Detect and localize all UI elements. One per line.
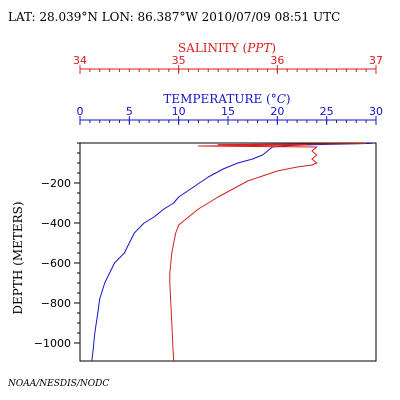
depth-axis-label: DEPTH (METERS): [11, 201, 25, 314]
salinity-tick-label: 35: [172, 54, 186, 67]
salinity-tick-label: 36: [270, 54, 284, 67]
temperature-tick-label: 5: [126, 105, 133, 118]
temperature-tick-label: 20: [270, 105, 284, 118]
temperature-tick-label: 0: [77, 105, 84, 118]
salinity-tick-label: 37: [369, 54, 383, 67]
temperature-tick-label: 30: [369, 105, 383, 118]
temperature-tick-label: 15: [221, 105, 235, 118]
temperature-profile-line: [91, 142, 373, 362]
salinity-axis-label: SALINITY (PPT): [178, 41, 276, 55]
salinity-tick-label: 34: [73, 54, 87, 67]
salinity-profile-line: [169, 142, 367, 362]
depth-tick-label: −600: [41, 257, 71, 270]
depth-tick-label: −1000: [34, 337, 71, 350]
depth-tick-label: −400: [41, 217, 71, 230]
plot-frame: [79, 142, 377, 362]
series-layer: [91, 142, 373, 362]
depth-tick-label: −800: [41, 297, 71, 310]
depth-axis: −1000 −800 −600 −400 −200: [34, 142, 80, 350]
temperature-axis-label: TEMPERATURE (°C): [163, 92, 290, 106]
temperature-tick-label: 10: [172, 105, 186, 118]
credit-text: NOAA/NESDIS/NODC: [7, 379, 109, 389]
depth-tick-label: −200: [41, 177, 71, 190]
header-position-line: LAT: 28.039°N LON: 86.387°W 2010/07/09 0…: [8, 10, 340, 24]
temperature-axis: 0 5 10 15 20 25 30: [77, 105, 383, 125]
temperature-tick-label: 25: [320, 105, 334, 118]
salinity-axis: 34 35 36 37: [73, 54, 383, 74]
